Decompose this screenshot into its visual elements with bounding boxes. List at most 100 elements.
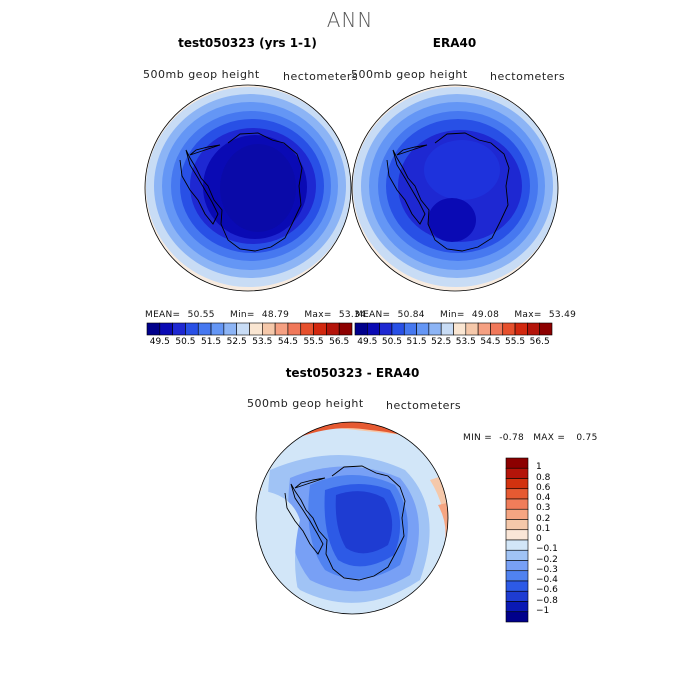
colorbar-tick-label: −0.6 [536, 585, 558, 596]
colorbar-swatch [539, 322, 553, 336]
colorbar-swatch [274, 322, 289, 336]
panel-title-obs: ERA40 [432, 36, 477, 50]
colorbar-swatch [440, 322, 454, 336]
colorbar-swatch [367, 322, 380, 336]
colorbar-tick-label: 52.5 [226, 337, 247, 347]
colorbar-tick-label: 0.4 [536, 493, 551, 503]
colorbar-swatch [287, 322, 302, 336]
panel2-field-label: 500mb geop height [351, 68, 468, 81]
colorbar-tick-label: 0.6 [536, 482, 551, 493]
panel1-min-label: Min= [230, 310, 255, 320]
diff-max-value: 0.75 [576, 433, 598, 443]
colorbar-swatch [185, 322, 199, 336]
colorbar-swatch [505, 467, 529, 479]
panel1-max-value: 53.34 [338, 310, 367, 320]
colorbar-tick-label: 55.5 [505, 337, 526, 347]
colorbar-tick-label: −0.2 [536, 554, 558, 565]
colorbar-tick-label: −0.1 [536, 544, 558, 555]
colorbar-swatch [505, 519, 529, 531]
panel2-max-value: 53.49 [548, 310, 577, 320]
colorbar-model-labels: 49.5 50.5 51.5 52.5 53.5 54.5 55.5 56.5 [147, 337, 352, 349]
colorbar-swatch [326, 322, 340, 336]
colorbar-obs-labels: 49.5 50.5 51.5 52.5 53.5 54.5 55.5 56.5 [355, 337, 552, 349]
colorbar-tick-label: 53.5 [455, 337, 476, 347]
colorbar-swatch [505, 570, 529, 582]
colorbar-swatch [197, 322, 212, 336]
colorbar-swatch [505, 560, 529, 572]
colorbar-swatch [236, 322, 250, 336]
panel1-mean-value: 50.55 [187, 310, 215, 320]
colorbar-swatch [505, 601, 529, 613]
colorbar-tick-label: 56.5 [329, 337, 350, 347]
colorbar-tick-label: 55.5 [303, 337, 324, 347]
panel2-mean-value: 50.84 [397, 310, 425, 320]
colorbar-tick-label: 50.5 [381, 337, 402, 347]
diff-stats: MIN = -0.78 MAX = 0.75 [463, 433, 598, 443]
colorbar-tick-label: 51.5 [406, 337, 427, 347]
colorbar-tick-label: 54.5 [277, 337, 298, 347]
colorbar-swatch [505, 539, 529, 551]
colorbar-swatch [354, 322, 368, 336]
panel2-min-value: 49.08 [471, 310, 500, 320]
figure-title: ANN [326, 8, 374, 32]
colorbar-swatch [262, 322, 276, 336]
colorbar-swatch [249, 322, 263, 336]
colorbar-swatch [465, 322, 479, 336]
colorbar-tick-label: 50.5 [175, 337, 196, 347]
colorbar-tick-label: 54.5 [480, 337, 501, 347]
colorbar-tick-label: 49.5 [149, 337, 170, 347]
colorbar-swatch [416, 322, 430, 336]
colorbar-swatch [505, 611, 529, 623]
colorbar-swatch [300, 322, 314, 336]
colorbar-swatch [505, 549, 529, 561]
colorbar-swatch [159, 322, 173, 336]
diff-min-label: MIN = [463, 433, 493, 443]
colorbar-tick-label: 0.2 [536, 513, 551, 524]
colorbar-swatch [313, 322, 327, 336]
colorbar-tick-label: 53.5 [252, 337, 273, 347]
colorbar-swatch [505, 498, 529, 510]
colorbar-swatch [453, 322, 467, 336]
diff-panel-title: test050323 - ERA40 [285, 366, 420, 380]
colorbar-tick-label: 1 [536, 462, 542, 473]
colorbar-swatch [505, 580, 529, 592]
colorbar-tick-label: 0.1 [536, 523, 551, 534]
panel2-max-label: Max= [514, 310, 542, 320]
colorbar-obs [354, 322, 553, 336]
colorbar-swatch [403, 322, 417, 336]
colorbar-swatch [391, 322, 405, 336]
colorbar-swatch [527, 322, 540, 336]
colorbar-tick-label: 49.5 [357, 337, 378, 347]
colorbar-tick-label: 56.5 [529, 337, 550, 347]
colorbar-swatch [223, 322, 237, 336]
colorbar-swatch [505, 457, 529, 469]
colorbar-swatch [505, 529, 529, 541]
colorbar-swatch [379, 322, 393, 336]
colorbar-swatch [172, 322, 186, 336]
colorbar-swatch [338, 322, 353, 336]
panel2-stats: MEAN= 50.84 Min= 49.08 Max= 53.49 [355, 310, 576, 320]
colorbar-tick-label: −1 [536, 605, 550, 616]
panel1-units-label: hectometers [283, 70, 359, 83]
diff-field-label: 500mb geop height [247, 397, 364, 410]
colorbar-swatch [490, 322, 504, 336]
colorbar-swatch [505, 488, 529, 500]
colorbar-model [146, 322, 353, 336]
panel2-units-label: hectometers [490, 70, 566, 83]
panel2-mean-label: MEAN= [355, 310, 391, 320]
diff-units-label: hectometers [386, 399, 462, 412]
panel2-min-label: Min= [440, 310, 465, 320]
panel1-stats: MEAN= 50.55 Min= 48.79 Max= 53.34 [145, 310, 366, 320]
colorbar-tick-label: 0 [536, 534, 542, 544]
colorbar-diff-labels: 1 0.8 0.6 0.4 0.3 0.2 0.1 0 −0.1 −0.2 −0.3 −0.4 −0.6… [536, 458, 576, 622]
panel-title-model: test050323 (yrs 1-1) [178, 36, 317, 50]
colorbar-swatch [514, 322, 528, 336]
panel1-max-label: Max= [304, 310, 332, 320]
colorbar-diff [505, 457, 529, 623]
colorbar-swatch [505, 508, 529, 520]
colorbar-swatch [428, 322, 442, 336]
colorbar-tick-label: 0.8 [536, 472, 551, 483]
panel1-min-value: 48.79 [261, 310, 290, 320]
colorbar-swatch [146, 322, 161, 336]
